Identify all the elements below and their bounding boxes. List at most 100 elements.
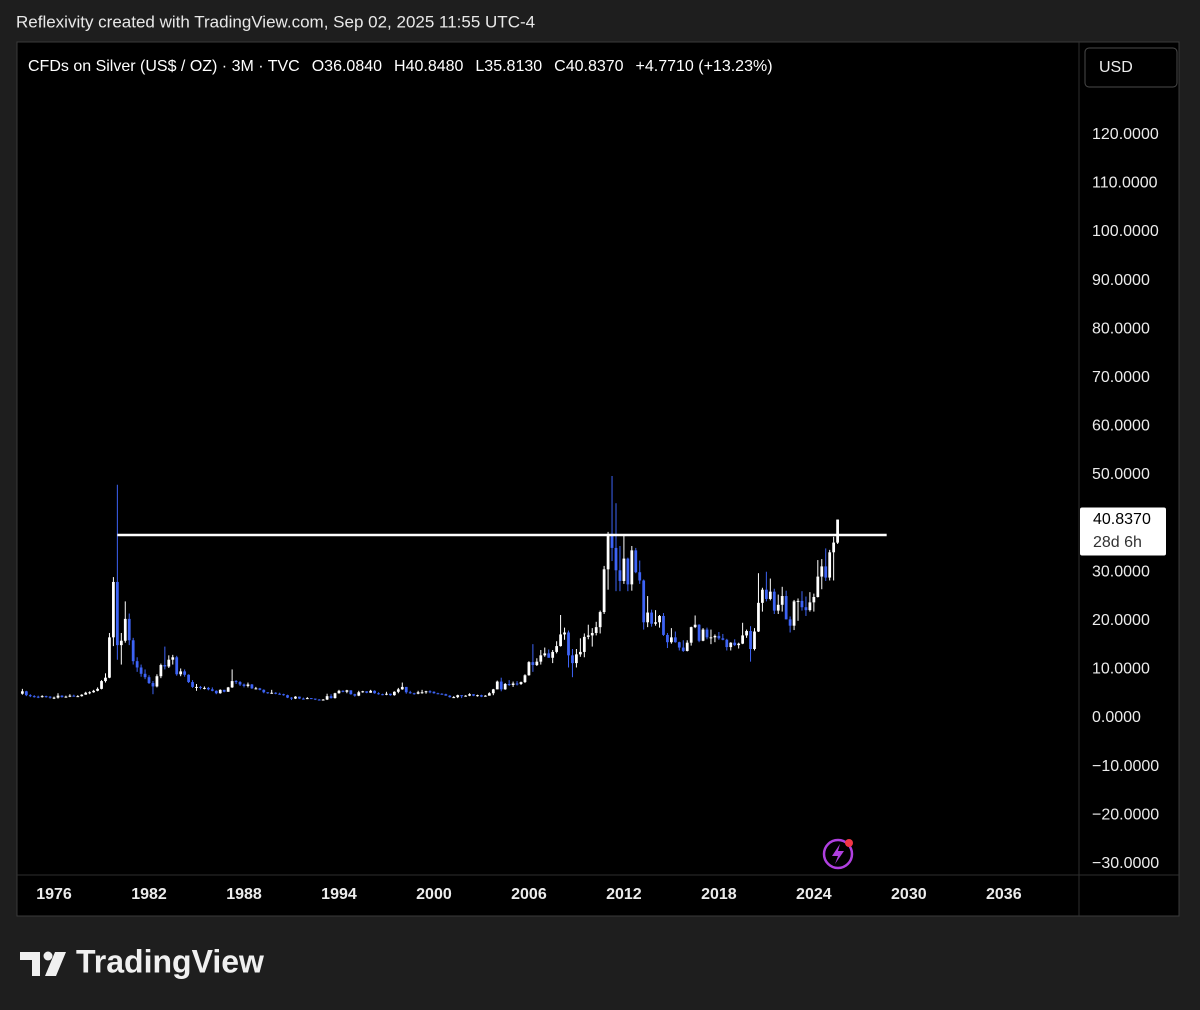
logo-mark-3 [45,952,66,976]
candle-body [673,637,677,643]
candle-body [36,696,40,698]
legend-value: L35.8130 [475,58,542,75]
candle-body [689,627,693,643]
candle-body [119,640,123,646]
candle-body [365,691,369,693]
candle-body [420,692,424,694]
y-tick-label: −20.0000 [1092,806,1159,823]
candle-body [309,698,313,700]
candle-body [662,615,665,635]
candle-body [432,691,436,694]
candle-body [460,695,464,697]
x-tick-label: 2024 [796,886,832,903]
legend-value: O36.0840 [312,58,382,75]
candle-body [630,550,634,585]
y-tick-label: 80.0000 [1092,320,1150,337]
candle-body [313,698,317,700]
candle-body [555,646,559,652]
candle-body [804,607,808,611]
candle-body [377,693,380,695]
candle-body [333,693,337,699]
candle-body [179,671,183,675]
candle-body [60,695,64,698]
candle-body [578,651,582,655]
candle-body [412,693,416,695]
candle-body [701,629,705,641]
candle-body [721,638,725,640]
candle-body [408,692,412,694]
candle-body [670,637,673,643]
candle-body [610,533,614,548]
candle-body [147,677,151,684]
candle-body [321,699,325,701]
candle-body [713,635,717,638]
plot-area [20,475,887,701]
candle-body [816,576,820,598]
candle-body [764,589,768,599]
candle-body [626,558,630,585]
candle-body [491,689,495,694]
candle-body [681,647,685,651]
candle-body [484,695,487,697]
candle-body [385,693,388,695]
candle-body [195,686,198,688]
x-tick-label: 2036 [986,886,1022,903]
candle-body [127,618,131,641]
x-tick-label: 2030 [891,886,927,903]
candle-body [788,619,792,626]
candle-body [539,655,543,662]
candle-body [499,681,503,690]
candle-body [761,589,764,603]
candle-body [337,690,341,694]
candle-body [448,695,452,698]
y-tick-label: 50.0000 [1092,466,1150,483]
candle-body [108,637,111,678]
candle-body [246,684,250,686]
candle-body [262,689,266,693]
currency-label[interactable]: USD [1099,59,1133,76]
lightning-icon[interactable] [822,838,854,870]
candle-body [634,550,638,573]
brand-name: TradingView [76,943,264,979]
candle-body [317,699,321,701]
candle-body [772,591,776,611]
candle-body [369,690,373,693]
candle-body [594,627,598,633]
candle-body [582,636,586,652]
candle-body [167,659,171,667]
candle-body [88,692,92,694]
countdown-label: 28d 6h [1093,534,1142,551]
candle-body [28,695,32,697]
legend-value: H40.8480 [394,58,463,75]
candle-body [495,681,499,690]
legend-value: C40.8370 [554,58,623,75]
candle-body [705,629,709,638]
candle-body [163,665,167,667]
y-tick-label: 120.0000 [1092,126,1159,143]
candle-body [44,696,48,698]
candle-body [210,689,214,691]
candle-body [242,684,246,686]
candle-body [507,684,511,686]
candle-body [203,687,206,689]
candle-body [298,696,301,699]
candle-body [515,683,519,685]
candle-body [404,686,408,693]
currency-button[interactable] [1084,47,1178,88]
x-tick-label: 2018 [701,886,737,903]
x-tick-label: 1988 [226,886,262,903]
candle-body [800,600,804,608]
candle-body [286,695,289,698]
legend: CFDs on Silver (US$ / OZ) · 3M · TVC O36… [28,58,773,75]
candle-body [436,693,440,695]
logo-mark-2 [43,951,53,961]
candle-body [812,597,816,603]
icon-bolt [832,844,844,864]
candle-body [357,692,361,696]
candle-body [519,682,523,685]
candle-body [776,604,780,611]
candle-body [68,695,72,697]
last-price-box [1080,507,1166,556]
candle-body [159,665,163,677]
